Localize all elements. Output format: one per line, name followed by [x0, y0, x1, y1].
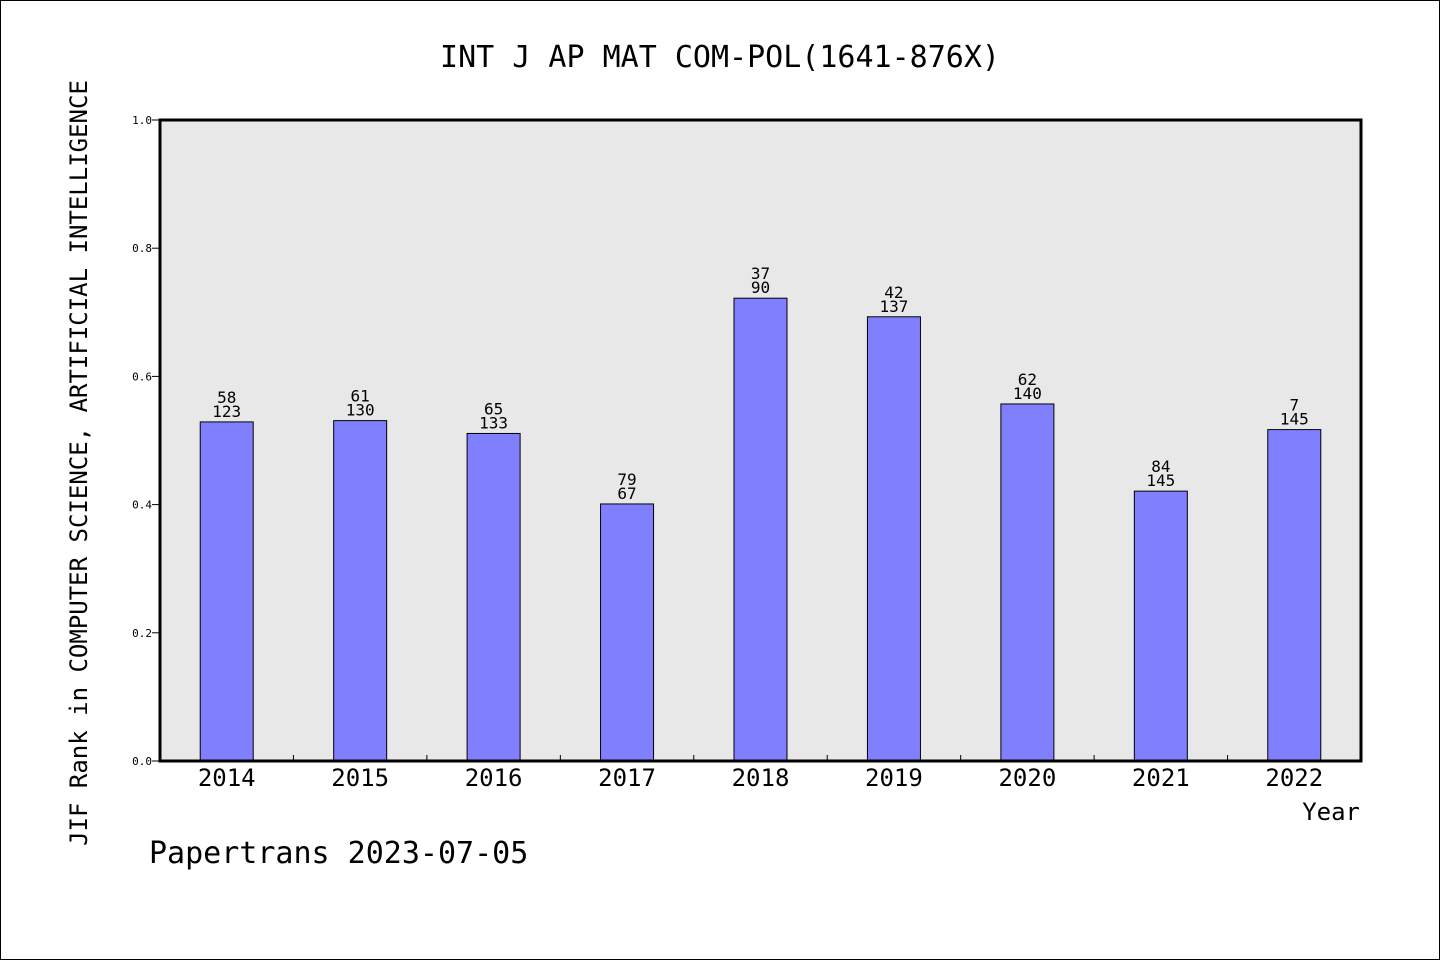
bar-2016: [466, 432, 521, 762]
y-tick-label: 0.4: [132, 499, 152, 512]
x-tick-label: 2020: [998, 764, 1056, 792]
x-tick-label: 2016: [465, 764, 523, 792]
bar-total-label: 123: [212, 402, 241, 421]
plot-border: [158, 118, 1363, 763]
bar-2019: [866, 316, 921, 762]
bar-2020: [1000, 403, 1055, 762]
bar-total-label: 137: [879, 297, 908, 316]
bar-total-label: 145: [1146, 471, 1175, 490]
bar-total-label: 130: [346, 401, 375, 420]
bar-rank-label: 42: [884, 283, 903, 302]
y-tick-label: 0.6: [132, 370, 152, 383]
y-tick-label: 1.0: [132, 114, 152, 127]
x-tick-label: 2018: [732, 764, 790, 792]
x-tick-label: 2019: [865, 764, 923, 792]
bar-total-label: 90: [751, 278, 770, 297]
bar-rank-label: 62: [1018, 370, 1037, 389]
bar-rank-label: 7: [1289, 396, 1299, 415]
bar-total-label: 140: [1013, 384, 1042, 403]
x-tick-label: 2015: [331, 764, 389, 792]
x-tick-label: 2017: [598, 764, 656, 792]
bar-2014: [199, 421, 254, 762]
bar-rank-label: 65: [484, 399, 503, 418]
bar-rank-label: 37: [751, 264, 770, 283]
bar-rank-label: 84: [1151, 457, 1170, 476]
y-tick-label: 0.8: [132, 242, 152, 255]
source-footer: Papertrans 2023-07-05: [149, 836, 528, 871]
bar-2018: [733, 297, 788, 762]
bar-2017: [600, 503, 655, 762]
y-tick-label: 0.2: [132, 627, 152, 640]
y-axis-label: JIF Rank in COMPUTER SCIENCE, ARTIFICIAL…: [65, 80, 93, 846]
y-tick-label: 0.0: [132, 755, 152, 768]
bar-rank-label: 61: [351, 387, 370, 406]
x-tick-label: 2014: [198, 764, 256, 792]
bar-rank-label: 79: [617, 470, 636, 489]
bar-total-label: 145: [1280, 410, 1309, 429]
bar-2015: [333, 420, 388, 762]
bar-2022: [1267, 429, 1322, 762]
x-axis-label: Year: [1302, 798, 1360, 826]
chart-title: INT J AP MAT COM-POL(1641-876X): [440, 40, 1000, 75]
bar-2021: [1133, 490, 1188, 762]
bar-rank-label: 58: [217, 388, 236, 407]
bar-total-label: 67: [617, 484, 636, 503]
bar-total-label: 133: [479, 413, 508, 432]
x-tick-label: 2021: [1132, 764, 1190, 792]
x-tick-label: 2022: [1265, 764, 1323, 792]
